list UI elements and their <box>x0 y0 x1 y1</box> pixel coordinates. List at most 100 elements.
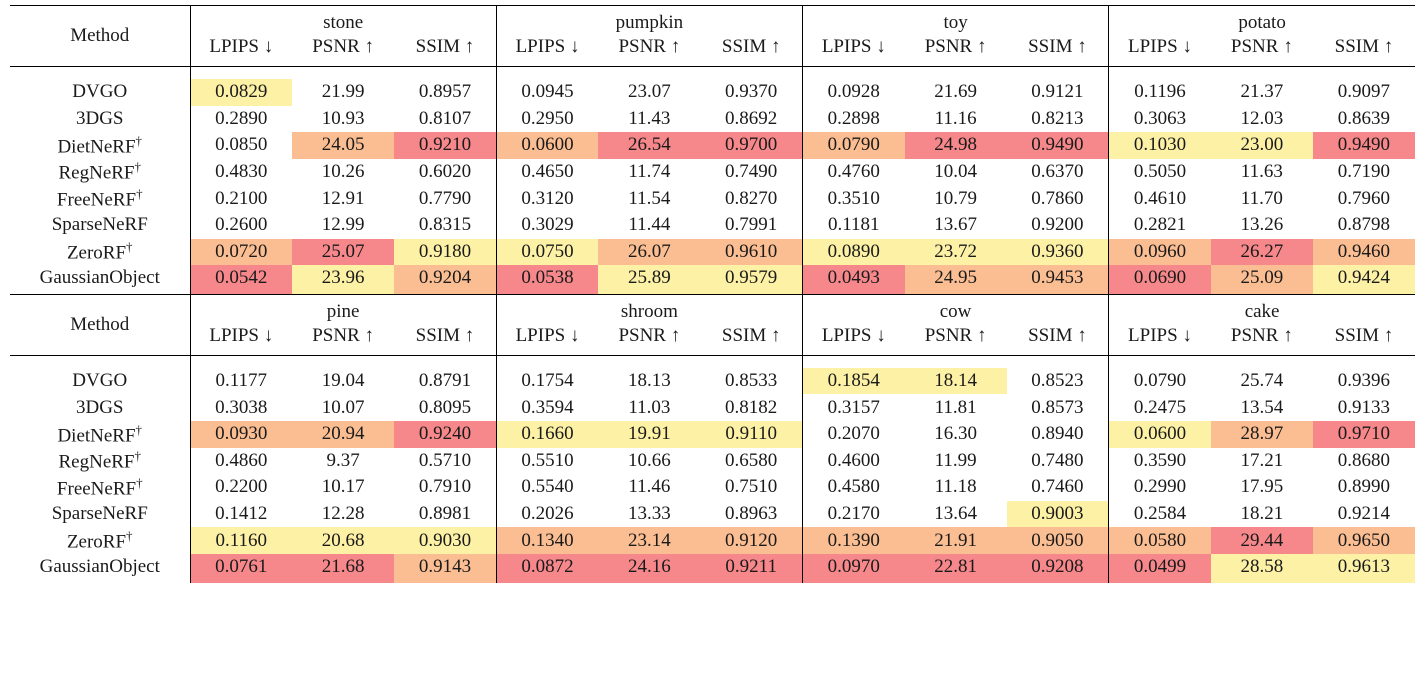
method-name: GaussianObject <box>39 556 160 578</box>
value-cell: 0.8107 <box>418 107 472 129</box>
value-cell: 0.3063 <box>1108 105 1211 133</box>
dagger-marker: † <box>136 474 143 490</box>
table-row: SparseNeRF 0.1412 12.28 0.8981 0.2026 13.33 0.… <box>10 500 1415 528</box>
method-name: SparseNeRF <box>51 214 148 236</box>
value-cell: 21.69 <box>934 81 977 103</box>
metric-header: SSIM ↑ <box>415 324 475 346</box>
value-cell: 16.30 <box>934 423 977 445</box>
value-cell: 24.05 <box>292 132 395 159</box>
value-cell: 18.13 <box>627 370 671 392</box>
value-cell: 10.17 <box>321 476 365 498</box>
value-cell: 0.9490 <box>1006 132 1109 159</box>
value-cell: 21.91 <box>904 527 1007 554</box>
value-cell: 0.9210 <box>394 132 497 159</box>
value-cell: 0.1340 <box>495 527 599 554</box>
value-cell: 28.58 <box>1210 553 1313 583</box>
value-cell: 0.2200 <box>189 474 293 501</box>
metric-header: SSIM ↑ <box>1334 36 1394 57</box>
value-cell: 0.5540 <box>495 474 599 501</box>
metric-header: SSIM ↑ <box>415 36 475 57</box>
value-cell: 0.1854 <box>801 367 905 395</box>
value-cell: 0.2950 <box>495 105 599 133</box>
metric-header: SSIM ↑ <box>1028 36 1087 57</box>
metric-header: LPIPS ↓ <box>495 34 599 67</box>
table-row: DietNeRF† 0.0930 20.94 0.9240 0.1660 19.91 0.9… <box>10 420 1415 448</box>
value-cell: 0.3510 <box>801 185 905 212</box>
value-cell: 11.43 <box>628 107 671 129</box>
value-cell: 0.3120 <box>495 185 599 212</box>
value-cell: 21.68 <box>292 553 395 583</box>
method-name-cell: SparseNeRF <box>10 501 190 528</box>
value-cell: 0.0790 <box>1108 367 1211 395</box>
value-cell: 0.0945 <box>495 79 599 106</box>
value-cell: 0.1754 <box>495 367 599 395</box>
value-cell: 0.1412 <box>189 500 293 528</box>
value-cell: 0.8990 <box>1337 476 1391 498</box>
metric-header: PSNR ↑ <box>312 36 374 57</box>
value-cell: 0.1177 <box>189 367 293 395</box>
value-cell: 23.14 <box>598 527 701 554</box>
value-cell: 11.03 <box>628 396 671 418</box>
scene-group-header: potato <box>1108 6 1415 34</box>
value-cell: 0.8963 <box>725 503 778 525</box>
metric-header: LPIPS ↓ <box>189 34 293 67</box>
value-cell: 12.99 <box>321 214 365 236</box>
metric-header: PSNR ↑ <box>924 324 987 346</box>
value-cell: 0.9710 <box>1312 420 1415 448</box>
value-cell: 23.96 <box>292 265 395 295</box>
value-cell: 0.0790 <box>801 132 905 159</box>
method-name-cell: RegNeRF† <box>10 159 190 186</box>
value-cell: 0.7190 <box>1337 161 1391 183</box>
value-cell: 0.0928 <box>801 79 905 106</box>
value-cell: 25.74 <box>1240 370 1284 392</box>
method-name: 3DGS <box>75 396 124 418</box>
value-cell: 0.0850 <box>189 132 293 159</box>
value-cell: 0.8639 <box>1337 107 1391 129</box>
value-cell: 0.9204 <box>394 265 497 295</box>
method-name-cell: ZeroRF† <box>10 527 190 554</box>
method-name-cell: DVGO <box>10 368 190 395</box>
value-cell: 0.9214 <box>1337 503 1391 525</box>
value-cell: 0.2475 <box>1108 394 1211 421</box>
metric-header-row: LPIPS ↓ PSNR ↑ SSIM ↑ LPIPS ↓ PSNR ↑ SSIM ↑ LP… <box>10 322 1415 356</box>
value-cell: 0.9121 <box>1031 81 1084 103</box>
metric-header-row: LPIPS ↓ PSNR ↑ SSIM ↑ LPIPS ↓ PSNR ↑ SSIM ↑ LP… <box>10 34 1415 67</box>
value-cell: 0.9424 <box>1312 265 1415 295</box>
value-cell: 0.9211 <box>700 553 803 583</box>
value-cell: 21.99 <box>321 81 365 103</box>
metric-header: LPIPS ↓ <box>495 322 599 356</box>
metric-header: SSIM ↑ <box>721 324 781 346</box>
value-cell: 0.8573 <box>1031 396 1084 418</box>
value-cell: 11.74 <box>628 161 671 183</box>
value-cell: 0.0970 <box>801 553 905 583</box>
value-cell: 0.8270 <box>725 187 778 209</box>
value-cell: 0.9200 <box>1031 214 1084 236</box>
value-cell: 0.1030 <box>1108 132 1211 159</box>
value-cell: 0.8791 <box>418 370 472 392</box>
value-cell: 0.9396 <box>1337 370 1391 392</box>
metric-header: SSIM ↑ <box>1028 324 1087 346</box>
value-cell: 0.0690 <box>1108 265 1211 295</box>
value-cell: 0.2600 <box>189 211 293 239</box>
value-cell: 0.4860 <box>189 447 293 475</box>
value-cell: 11.18 <box>934 476 977 498</box>
method-name-cell: 3DGS <box>10 106 190 133</box>
value-cell: 26.54 <box>598 132 701 159</box>
value-cell: 19.91 <box>598 420 701 448</box>
metric-header: LPIPS ↓ <box>801 34 905 67</box>
method-name-cell: FreeNeRF† <box>10 474 190 501</box>
table-top-rule <box>10 294 1415 295</box>
method-name: FreeNeRF <box>56 189 137 211</box>
value-cell: 19.04 <box>321 370 365 392</box>
value-cell: 21.37 <box>1240 81 1284 103</box>
metric-header: PSNR ↑ <box>924 36 987 57</box>
value-cell: 12.91 <box>321 187 365 209</box>
dagger-marker: † <box>126 527 133 543</box>
dagger-marker: † <box>134 448 142 464</box>
value-cell: 0.0600 <box>495 132 599 159</box>
method-name-cell: ZeroRF† <box>10 239 190 266</box>
dagger-marker: † <box>134 159 142 175</box>
table-top-rule <box>10 5 1415 6</box>
value-cell: 0.8680 <box>1337 449 1391 471</box>
